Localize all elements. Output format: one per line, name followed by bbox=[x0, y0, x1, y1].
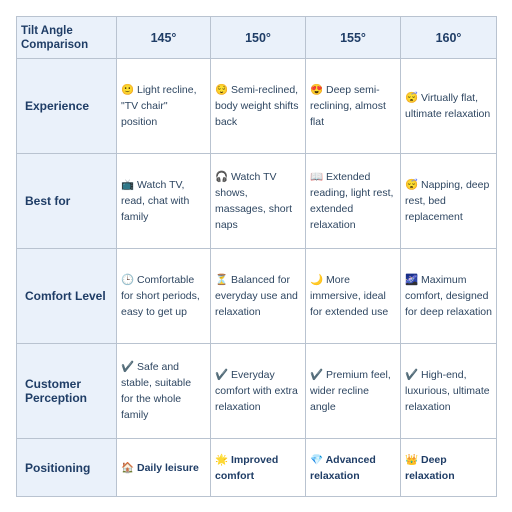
table-cell: 💎 Advanced relaxation bbox=[305, 438, 401, 497]
header-row: Tilt Angle Comparison 145° 150° 155° 160° bbox=[16, 16, 497, 59]
table-cell: 🏠 Daily leisure bbox=[116, 438, 211, 497]
table-cell: 🌙 More immersive, ideal for extended use bbox=[305, 248, 401, 344]
table-cell: ✔️ Everyday comfort with extra relaxatio… bbox=[210, 343, 306, 439]
column-header: 145° bbox=[116, 16, 211, 59]
table-cell: 🌟 Improved comfort bbox=[210, 438, 306, 497]
table-cell: 📖 Extended reading, light rest, extended… bbox=[305, 153, 401, 249]
table-cell: ✔️ Safe and stable, suitable for the who… bbox=[116, 343, 211, 439]
column-header: 155° bbox=[305, 16, 401, 59]
table-cell: ✔️ Premium feel, wider recline angle bbox=[305, 343, 401, 439]
table-cell: 🌌 Maximum comfort, designed for deep rel… bbox=[400, 248, 497, 344]
corner-header: Tilt Angle Comparison bbox=[16, 16, 117, 59]
table-cell: 🎧 Watch TV shows, massages, short naps bbox=[210, 153, 306, 249]
table-cell: 🕒 Comfortable for short periods, easy to… bbox=[116, 248, 211, 344]
table-cell: 😌 Semi-reclined, body weight shifts back bbox=[210, 58, 306, 154]
column-header: 160° bbox=[400, 16, 497, 59]
row-label: Experience bbox=[16, 58, 117, 154]
table-container: Tilt Angle Comparison 145° 150° 155° 160° Exp… bbox=[16, 16, 497, 497]
table-cell: 😴 Napping, deep rest, bed replacement bbox=[400, 153, 497, 249]
table-cell: 📺 Watch TV, read, chat with family bbox=[116, 153, 211, 249]
table-cell: ⏳ Balanced for everyday use and relaxati… bbox=[210, 248, 306, 344]
table-cell: ✔️ High-end, luxurious, ultimate relaxat… bbox=[400, 343, 497, 439]
comparison-table: Tilt Angle Comparison 145° 150° 155° 160° Exp… bbox=[16, 16, 497, 497]
table-cell: 🙂 Light recline, "TV chair" position bbox=[116, 58, 211, 154]
column-header: 150° bbox=[210, 16, 306, 59]
table-row: Experience 🙂 Light recline, "TV chair" po… bbox=[16, 58, 497, 154]
table-row: Best for 📺 Watch TV, read, chat with fami… bbox=[16, 153, 497, 249]
table-row: Positioning 🏠 Daily leisure 🌟 Improved com… bbox=[16, 438, 497, 497]
row-label: Comfort Level bbox=[16, 248, 117, 344]
table-row: Comfort Level 🕒 Comfortable for short per… bbox=[16, 248, 497, 344]
table-cell: 😍 Deep semi-reclining, almost flat bbox=[305, 58, 401, 154]
table-row: Customer Perception ✔️ Safe and stable, s… bbox=[16, 343, 497, 439]
row-label: Positioning bbox=[16, 438, 117, 497]
table-cell: 👑 Deep relaxation bbox=[400, 438, 497, 497]
row-label: Best for bbox=[16, 153, 117, 249]
row-label: Customer Perception bbox=[16, 343, 117, 439]
table-cell: 😴 Virtually flat, ultimate relaxation bbox=[400, 58, 497, 154]
